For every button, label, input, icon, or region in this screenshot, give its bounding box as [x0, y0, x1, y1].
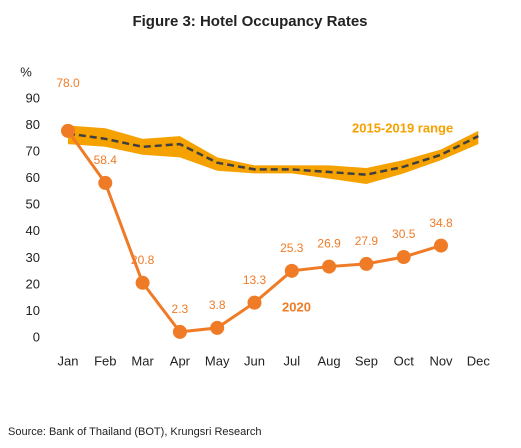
source: Source: Bank of Thailand (BOT), Krungsri…: [8, 426, 262, 438]
x-tick-label: Jul: [283, 353, 300, 368]
data-label: 34.8: [429, 216, 453, 230]
marker: [247, 295, 262, 310]
chart-title: Figure 3: Hotel Occupancy Rates: [132, 13, 367, 30]
y-tick-label: 70: [26, 144, 40, 159]
data-label: 2.3: [172, 302, 189, 316]
line: [67, 132, 479, 176]
marker: [359, 256, 374, 271]
marker: [98, 175, 113, 190]
x-tick-label: Nov: [429, 353, 453, 368]
data-label: 26.9: [317, 237, 341, 251]
x-tick-label: Dec: [467, 353, 491, 368]
x-tick-label: Jan: [58, 353, 79, 368]
y-tick-label: 90: [26, 90, 40, 105]
y-tick-label: 40: [26, 223, 40, 238]
data-label: 20.8: [131, 253, 155, 267]
marker: [135, 275, 150, 290]
marker: [396, 250, 411, 265]
y-tick-label: 20: [26, 276, 40, 291]
data-label: 13.3: [243, 273, 267, 287]
x-tick-label: Aug: [318, 353, 341, 368]
marker: [210, 320, 225, 335]
marker: [284, 263, 299, 278]
y-tick-label: 50: [26, 197, 40, 212]
data-label: 25.3: [280, 241, 304, 255]
x-tick-label: Apr: [170, 353, 191, 368]
data-label: 27.9: [355, 234, 379, 248]
marker: [61, 123, 75, 138]
data-label: 78.0: [56, 76, 80, 90]
y-axis-label: %: [20, 64, 32, 79]
y-tick-label: 80: [26, 117, 40, 132]
x-tick-label: Sep: [355, 353, 378, 368]
y-tick-label: 10: [26, 303, 40, 318]
marker: [172, 324, 187, 339]
marker: [322, 259, 337, 274]
y-tick-label: 0: [33, 329, 40, 344]
y-tick-label: 30: [26, 250, 40, 265]
series-label: 2015-2019 range: [352, 120, 453, 135]
x-tick-label: May: [205, 353, 230, 368]
y-tick-label: 60: [26, 170, 40, 185]
data-label: 30.5: [392, 227, 416, 241]
x-tick-label: Jun: [244, 353, 265, 368]
data-label: 3.8: [209, 298, 226, 312]
range-band: [68, 125, 479, 184]
x-tick-label: Mar: [131, 353, 154, 368]
data-label: 58.4: [94, 153, 118, 167]
x-tick-label: Oct: [394, 353, 415, 368]
marker: [434, 238, 448, 253]
x-tick-label: Feb: [94, 353, 116, 368]
series-label: 2020: [282, 299, 311, 314]
